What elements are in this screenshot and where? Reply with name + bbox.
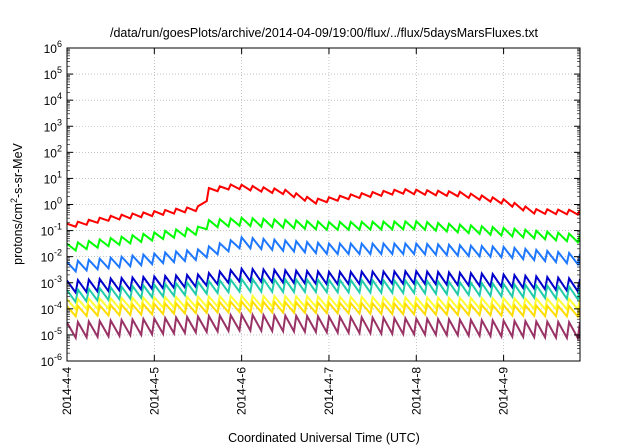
y-tick-label-exponent: 2: [57, 143, 62, 153]
y-tick-label-base: 10: [44, 68, 58, 82]
y-tick-label-base: 10: [44, 120, 58, 134]
y-tick-label-base: 10: [44, 146, 58, 160]
y-axis-label-part-2: -s-sr-MeV: [11, 142, 25, 198]
x-tick-label: 2014-4-7: [322, 367, 336, 415]
x-tick-label: 2014-4-4: [60, 367, 74, 415]
y-tick-label-exponent: -4: [54, 300, 62, 310]
y-tick-label-base: 10: [41, 303, 55, 317]
y-tick-label-exponent: -5: [54, 326, 62, 336]
y-tick-label-base: 10: [44, 199, 58, 213]
series-group: [67, 183, 580, 342]
y-tick-label-exponent: 0: [57, 196, 62, 206]
y-axis-label-part-1: protons/cm: [11, 203, 25, 265]
x-tick-label: 2014-4-6: [235, 367, 249, 415]
y-tick-label-exponent: -6: [54, 352, 62, 362]
y-tick-label-exponent: 6: [57, 39, 62, 49]
y-tick-label-base: 10: [44, 94, 58, 108]
x-tick-label: 2014-4-8: [409, 367, 423, 415]
y-tick-label-base: 10: [41, 277, 55, 291]
y-tick-label: 10-4: [41, 300, 62, 317]
y-tick-label: 10-2: [41, 248, 62, 265]
series-line-7: [67, 299, 580, 319]
series-line-1: [67, 183, 580, 228]
x-tick-label: 2014-4-5: [147, 367, 161, 415]
series-line-4: [67, 266, 580, 296]
y-tick-label-exponent: 1: [57, 169, 62, 179]
y-tick-label: 103: [44, 117, 62, 134]
grid-lines: [67, 48, 580, 361]
y-tick-label-base: 10: [41, 251, 55, 265]
y-tick-label: 10-6: [41, 352, 62, 369]
y-tick-label: 105: [44, 65, 62, 82]
axis-ticks: [66, 47, 580, 362]
y-tick-label: 100: [44, 196, 62, 213]
y-tick-label-base: 10: [44, 172, 58, 186]
y-axis-label: protons/cm2-s-sr-MeV: [9, 142, 25, 264]
y-tick-label: 10-5: [41, 326, 62, 343]
y-tick-labels: 10-610-510-410-310-210-11001011021031041…: [41, 39, 62, 369]
y-tick-label-base: 10: [41, 329, 55, 343]
y-tick-label-exponent: -1: [54, 222, 62, 232]
y-tick-label: 10-1: [41, 222, 62, 239]
y-tick-label: 106: [44, 39, 62, 56]
plot-frame: [66, 47, 581, 362]
series-line-2: [67, 215, 580, 253]
series-line-6: [67, 293, 580, 312]
y-tick-label-base: 10: [44, 42, 58, 56]
x-tick-labels: 2014-4-4 2014-4-5 2014-4-6 2014-4-7 2014-4-8…: [60, 367, 511, 415]
y-tick-label-base: 10: [41, 355, 55, 369]
y-tick-label-base: 10: [41, 225, 55, 239]
y-tick-label: 102: [44, 143, 62, 160]
series-line-3: [67, 234, 580, 274]
y-tick-label-exponent: -3: [54, 274, 62, 284]
y-tick-label-exponent: 4: [57, 91, 62, 101]
y-axis-label-exponent: 2: [9, 198, 19, 203]
series-line-8: [67, 311, 580, 342]
y-tick-label: 10-3: [41, 274, 62, 291]
x-tick-label: 2014-4-9: [497, 367, 511, 415]
y-tick-label-exponent: 3: [57, 117, 62, 127]
x-axis-label: Coordinated Universal Time (UTC): [228, 431, 420, 445]
y-tick-label: 104: [44, 91, 62, 108]
series-line-5: [67, 276, 580, 305]
y-tick-label-exponent: 5: [57, 65, 62, 75]
y-tick-label: 101: [44, 169, 62, 186]
y-tick-label-exponent: -2: [54, 248, 62, 258]
chart-title: /data/run/goesPlots/archive/2014-04-09/1…: [110, 26, 539, 40]
